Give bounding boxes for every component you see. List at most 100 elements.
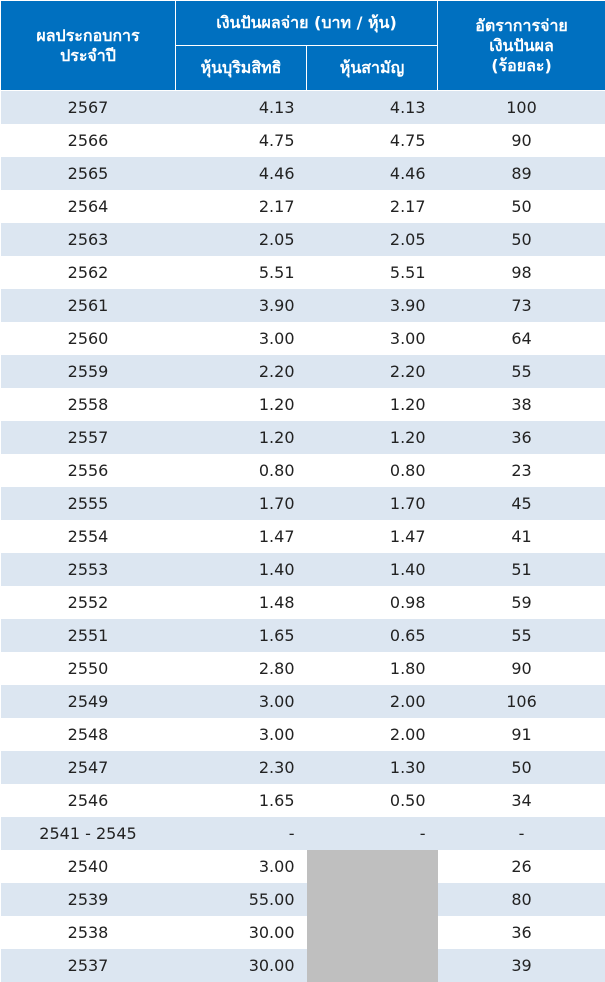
year-cell: 2547 bbox=[0, 751, 176, 784]
payout-cell: 26 bbox=[511, 857, 532, 876]
table-row: 2567 4.13 4.13 100 bbox=[0, 90, 605, 124]
common-cell: - bbox=[306, 817, 438, 850]
dividend-header: เงินปันผลจ่าย (บาท / หุ้น) bbox=[174, 0, 439, 46]
table-row: 2559 2.20 2.20 55 bbox=[0, 355, 605, 388]
payout-cell: 89 bbox=[437, 157, 605, 190]
year-cell: 2552 bbox=[67, 593, 109, 612]
payout-cell: 90 bbox=[511, 659, 532, 678]
table-row: 2551 1.65 0.65 55 bbox=[0, 619, 605, 652]
year-cell: 2537 bbox=[0, 949, 176, 982]
table-row: 2564 2.17 2.17 50 bbox=[1, 190, 605, 223]
payout-cell: 98 bbox=[511, 263, 532, 282]
payout-header: อัตราการจ่าย เงินปันผล (ร้อยละ) bbox=[437, 0, 605, 91]
common-cell: 2.17 bbox=[389, 197, 426, 216]
table-row: 2550 2.80 1.80 90 bbox=[1, 652, 605, 685]
payout-cell: 39 bbox=[437, 949, 605, 982]
table-row: 2562 5.51 5.51 98 bbox=[1, 256, 605, 289]
header-line: (ร้อยละ) bbox=[491, 55, 552, 75]
table-row: 2546 1.65 0.50 34 bbox=[1, 784, 605, 817]
common-cell: 2.20 bbox=[306, 355, 438, 388]
year-cell: 2557 bbox=[0, 421, 176, 454]
year-cell: 2564 bbox=[67, 197, 109, 216]
table-row: 2552 1.48 0.98 59 bbox=[1, 586, 605, 619]
preferred-cell: 1.20 bbox=[175, 421, 307, 454]
payout-cell: 38 bbox=[511, 395, 532, 414]
preferred-cell: 0.80 bbox=[258, 461, 295, 480]
table-row: 2553 1.40 1.40 51 bbox=[0, 553, 605, 586]
year-cell: 2550 bbox=[67, 659, 109, 678]
payout-cell: 50 bbox=[437, 223, 605, 256]
preferred-cell: 3.90 bbox=[175, 289, 307, 322]
payout-cell: 51 bbox=[437, 553, 605, 586]
preferred-cell: 2.17 bbox=[258, 197, 295, 216]
payout-cell: 45 bbox=[437, 487, 605, 520]
year-cell: 2559 bbox=[0, 355, 176, 388]
common-cell: 0.98 bbox=[389, 593, 426, 612]
payout-cell: 55 bbox=[437, 355, 605, 388]
year-cell: 2562 bbox=[67, 263, 109, 282]
common-cell: 2.05 bbox=[306, 223, 438, 256]
table-row: 2556 0.80 0.80 23 bbox=[1, 454, 605, 487]
header-line: ประจำปี bbox=[60, 45, 116, 65]
common-cell: 0.80 bbox=[389, 461, 426, 480]
table-row: 2547 2.30 1.30 50 bbox=[0, 751, 605, 784]
payout-cell: 55 bbox=[437, 619, 605, 652]
payout-cell: 50 bbox=[511, 197, 532, 216]
header-line: ผลประกอบการ bbox=[36, 25, 140, 45]
payout-cell: 36 bbox=[511, 923, 532, 942]
year-cell: 2565 bbox=[0, 157, 176, 190]
common-cell: 3.00 bbox=[389, 329, 426, 348]
year-cell: 2554 bbox=[67, 527, 109, 546]
table-row: 2539 55.00 80 bbox=[0, 883, 605, 916]
common-cell: 5.51 bbox=[389, 263, 426, 282]
common-cell: 2.00 bbox=[306, 685, 438, 718]
common-cell: 2.00 bbox=[389, 725, 426, 744]
common-cell: 3.90 bbox=[306, 289, 438, 322]
table-row: 2563 2.05 2.05 50 bbox=[0, 223, 605, 256]
preferred-cell: 3.00 bbox=[175, 685, 307, 718]
table-row: 2565 4.46 4.46 89 bbox=[0, 157, 605, 190]
preferred-cell: 3.00 bbox=[258, 329, 295, 348]
year-cell: 2553 bbox=[0, 553, 176, 586]
table-row: 2540 3.00 26 bbox=[1, 850, 605, 883]
common-cell bbox=[306, 916, 438, 949]
preferred-cell: 1.65 bbox=[175, 619, 307, 652]
common-cell: 1.30 bbox=[306, 751, 438, 784]
preferred-cell: 1.70 bbox=[175, 487, 307, 520]
payout-cell: 100 bbox=[437, 90, 605, 124]
year-cell: 2556 bbox=[67, 461, 109, 480]
common-cell: 4.75 bbox=[389, 131, 426, 150]
payout-cell: 80 bbox=[437, 883, 605, 916]
year-cell: 2558 bbox=[67, 395, 109, 414]
preferred-cell: 2.05 bbox=[175, 223, 307, 256]
payout-cell: - bbox=[437, 817, 605, 850]
year-cell: 2551 bbox=[0, 619, 176, 652]
common-cell: 0.50 bbox=[389, 791, 426, 810]
common-cell: 4.46 bbox=[306, 157, 438, 190]
year-cell: 2566 bbox=[67, 131, 109, 150]
preferred-cell: - bbox=[175, 817, 307, 850]
preferred-cell: 1.20 bbox=[258, 395, 295, 414]
common-cell: 0.65 bbox=[306, 619, 438, 652]
year-cell: 2538 bbox=[67, 923, 109, 942]
common-cell bbox=[306, 883, 438, 916]
preferred-cell: 2.80 bbox=[258, 659, 295, 678]
year-cell: 2561 bbox=[0, 289, 176, 322]
payout-cell: 41 bbox=[511, 527, 532, 546]
table-row: 2541 - 2545- - - bbox=[0, 817, 605, 850]
preferred-cell: 3.00 bbox=[258, 725, 295, 744]
payout-cell: 59 bbox=[511, 593, 532, 612]
preferred-cell: 4.46 bbox=[175, 157, 307, 190]
payout-cell: 106 bbox=[437, 685, 605, 718]
year-cell: 2539 bbox=[0, 883, 176, 916]
common-cell: 1.20 bbox=[389, 395, 426, 414]
payout-cell: 36 bbox=[437, 421, 605, 454]
year-cell: 2540 bbox=[67, 857, 109, 876]
year-cell: 2563 bbox=[0, 223, 176, 256]
table-row: 2561 3.90 3.90 73 bbox=[0, 289, 605, 322]
payout-cell: 23 bbox=[511, 461, 532, 480]
common-cell: 1.47 bbox=[389, 527, 426, 546]
payout-cell: 91 bbox=[511, 725, 532, 744]
